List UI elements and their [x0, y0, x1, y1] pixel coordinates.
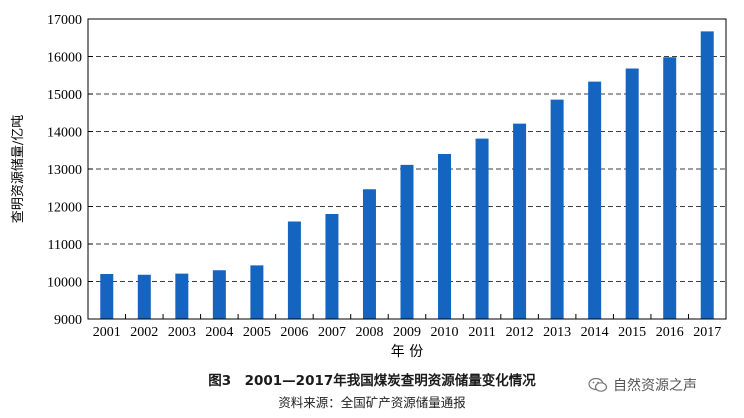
- grid-lines: [88, 56, 726, 282]
- watermark-text: 自然资源之声: [613, 378, 697, 394]
- x-tick-label: 2003: [168, 325, 196, 340]
- bar-2002: [137, 274, 151, 319]
- bar-2015: [625, 68, 639, 319]
- bar-2006: [287, 221, 301, 319]
- x-tick-label: 2001: [93, 325, 121, 340]
- bar-2011: [475, 138, 489, 319]
- y-axis-ticks: 9000 10000 11000 12000 13000 14000 15000 16000 1…: [47, 13, 93, 328]
- y-tick-label: 12000: [47, 201, 82, 216]
- bar-2001: [100, 274, 114, 319]
- y-tick-label: 15000: [47, 88, 82, 103]
- bar-2008: [362, 189, 376, 319]
- y-tick-label: 10000: [47, 276, 82, 291]
- y-tick-label: 13000: [47, 163, 82, 178]
- x-tick-label: 2014: [581, 325, 609, 340]
- x-tick-label: 2005: [243, 325, 271, 340]
- x-tick-label: 2002: [130, 325, 158, 340]
- y-axis-label: 查明资源储量/亿吨: [11, 115, 26, 223]
- bar-2004: [212, 270, 226, 319]
- bars: [100, 31, 714, 319]
- bar-2014: [588, 81, 602, 319]
- x-tick-label: 2006: [280, 325, 308, 340]
- x-tick-label: 2016: [656, 325, 684, 340]
- watermark: 自然资源之声: [588, 374, 744, 396]
- bar-2007: [325, 214, 339, 319]
- x-tick-label: 2013: [543, 325, 571, 340]
- figure-caption: 图3 2001—2017年我国煤炭查明资源储量变化情况: [208, 373, 536, 389]
- y-tick-label: 11000: [48, 238, 82, 253]
- data-source: 资料来源：全国矿产资源储量通报: [278, 395, 466, 410]
- x-tick-label: 2004: [205, 325, 233, 340]
- bar-2012: [513, 123, 527, 319]
- y-tick-label: 9000: [54, 313, 82, 328]
- x-tick-label: 2012: [506, 325, 534, 340]
- x-tick-label: 2008: [355, 325, 383, 340]
- bar-2010: [438, 154, 452, 319]
- bar-2016: [663, 57, 677, 319]
- x-axis-ticks: 2001 2002 2003 2004 2005 2006 2007 2008 2009 2010…: [93, 314, 721, 340]
- bar-2003: [175, 273, 189, 319]
- x-tick-label: 2009: [393, 325, 421, 340]
- y-tick-label: 17000: [47, 13, 82, 28]
- bar-2017: [700, 31, 714, 319]
- bar-2005: [250, 265, 264, 319]
- bar-2009: [400, 164, 414, 319]
- bar-2013: [550, 99, 564, 319]
- bar-chart: 9000 10000 11000 12000 13000 14000 15000 16000 1…: [11, 13, 727, 360]
- y-tick-label: 16000: [47, 51, 82, 66]
- x-tick-label: 2015: [618, 325, 646, 340]
- x-tick-label: 2017: [693, 325, 721, 340]
- x-axis-label: 年 份: [391, 344, 423, 360]
- y-tick-label: 14000: [47, 126, 82, 141]
- x-tick-label: 2010: [431, 325, 459, 340]
- wechat-icon: [588, 377, 608, 392]
- x-tick-label: 2007: [318, 325, 346, 340]
- x-tick-label: 2011: [468, 325, 495, 340]
